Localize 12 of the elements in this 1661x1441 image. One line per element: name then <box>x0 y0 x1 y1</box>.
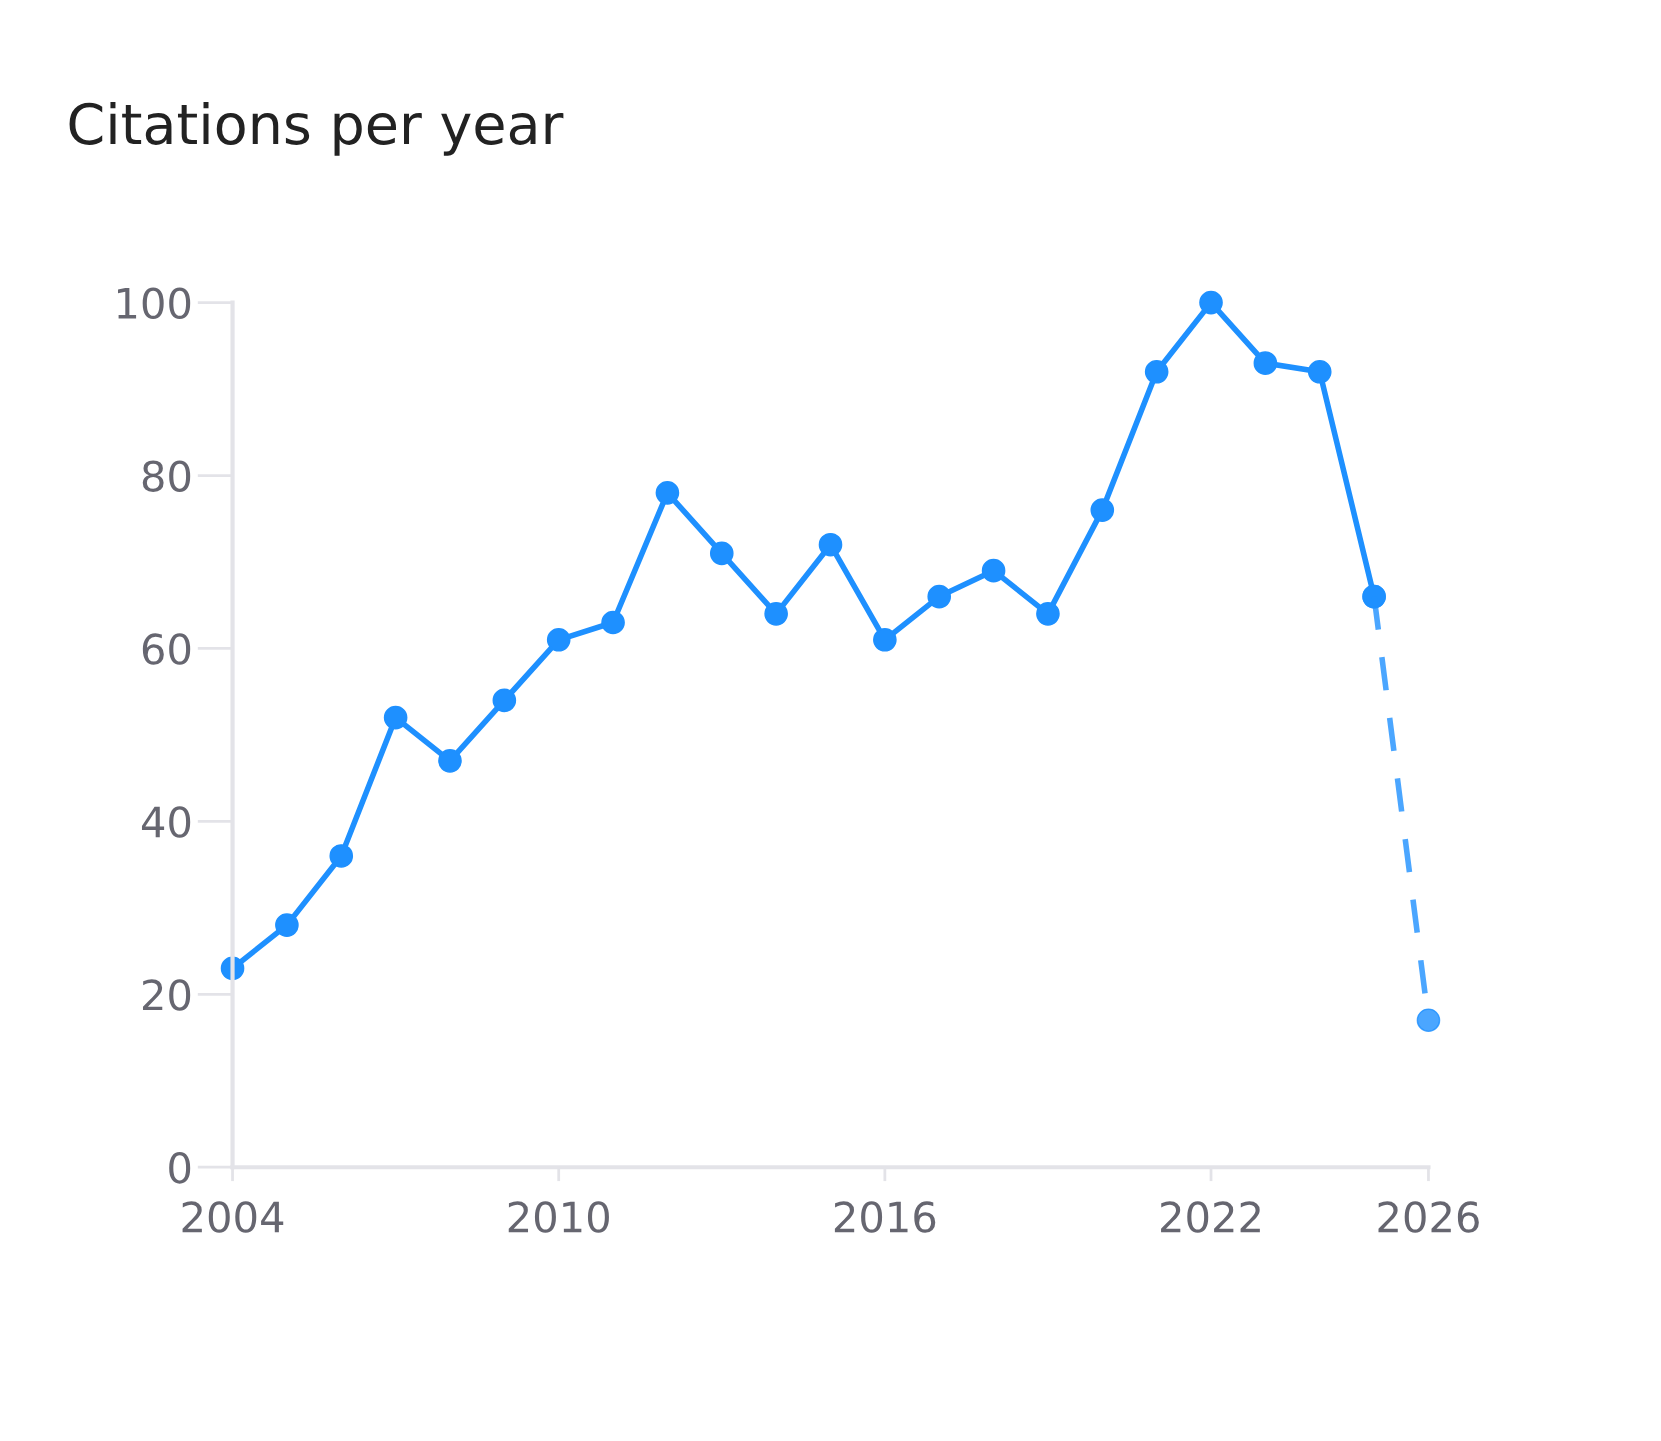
x-tick-label: 2004 <box>182 1201 284 1233</box>
x-tick-label: 2016 <box>834 1201 936 1233</box>
y-tick-label: 0 <box>169 1152 191 1184</box>
y-tick-label: 80 <box>142 460 191 492</box>
y-tick-label: 100 <box>118 287 191 320</box>
x-tick-label: 2026 <box>1378 1201 1479 1233</box>
x-tick-label: 2022 <box>1161 1201 1260 1233</box>
y-tick-label: 40 <box>141 806 191 838</box>
chart-title: Citations per year <box>69 101 564 156</box>
y-tick-label: 20 <box>142 979 191 1011</box>
x-tick-label: 2010 <box>508 1201 609 1233</box>
y-tick-label: 60 <box>142 633 191 665</box>
